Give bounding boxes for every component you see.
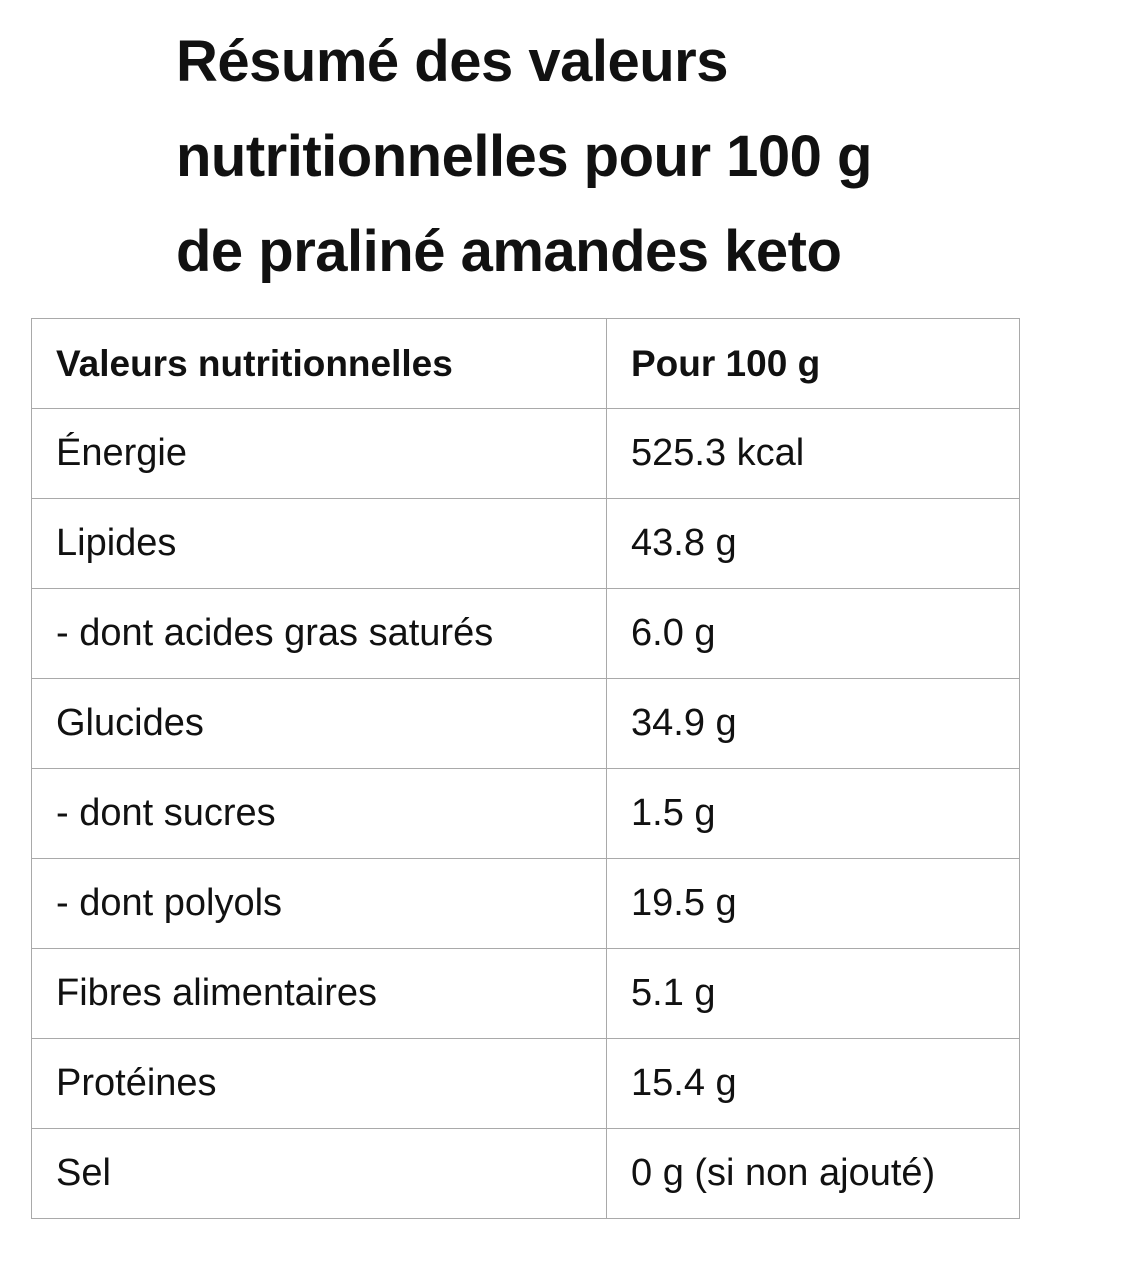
table-row: Glucides 34.9 g [31,678,1020,769]
table-row: Fibres alimentaires 5.1 g [31,948,1020,1039]
nutrition-table: Valeurs nutritionnelles Pour 100 g Énerg… [31,318,1020,1219]
nutrient-value: 43.8 g [606,498,1020,589]
table-header: Valeurs nutritionnelles Pour 100 g [31,318,1020,409]
nutrient-value: 6.0 g [606,588,1020,679]
nutrient-name: Fibres alimentaires [31,948,607,1039]
nutrient-name: Glucides [31,678,607,769]
nutrient-value: 0 g (si non ajouté) [606,1128,1020,1219]
table-row: Protéines 15.4 g [31,1038,1020,1129]
nutrient-value: 15.4 g [606,1038,1020,1129]
nutrient-name: Énergie [31,408,607,499]
nutrient-name: Lipides [31,498,607,589]
nutrient-value: 525.3 kcal [606,408,1020,499]
nutrient-name: - dont acides gras saturés [31,588,607,679]
table-row: Lipides 43.8 g [31,498,1020,589]
table-row: Sel 0 g (si non ajouté) [31,1128,1020,1219]
column-header-nutrient: Valeurs nutritionnelles [31,318,607,409]
nutrient-name: - dont sucres [31,768,607,859]
nutrient-value: 5.1 g [606,948,1020,1039]
table-row: Énergie 525.3 kcal [31,408,1020,499]
page-title: Résumé des valeurs nutritionnelles pour … [176,14,1076,299]
table-body: Énergie 525.3 kcal Lipides 43.8 g - dont… [31,408,1020,1219]
title-line-3: de praliné amandes keto [176,219,842,284]
nutrient-value: 19.5 g [606,858,1020,949]
nutrient-name: Sel [31,1128,607,1219]
title-line-2: nutritionnelles pour 100 g [176,124,872,189]
nutrient-name: - dont polyols [31,858,607,949]
title-line-1: Résumé des valeurs [176,29,728,94]
table-header-row: Valeurs nutritionnelles Pour 100 g [31,318,1020,409]
table-row: - dont acides gras saturés 6.0 g [31,588,1020,679]
nutrient-value: 34.9 g [606,678,1020,769]
nutrient-name: Protéines [31,1038,607,1129]
nutrient-value: 1.5 g [606,768,1020,859]
table-row: - dont polyols 19.5 g [31,858,1020,949]
table-row: - dont sucres 1.5 g [31,768,1020,859]
column-header-per-100g: Pour 100 g [606,318,1020,409]
